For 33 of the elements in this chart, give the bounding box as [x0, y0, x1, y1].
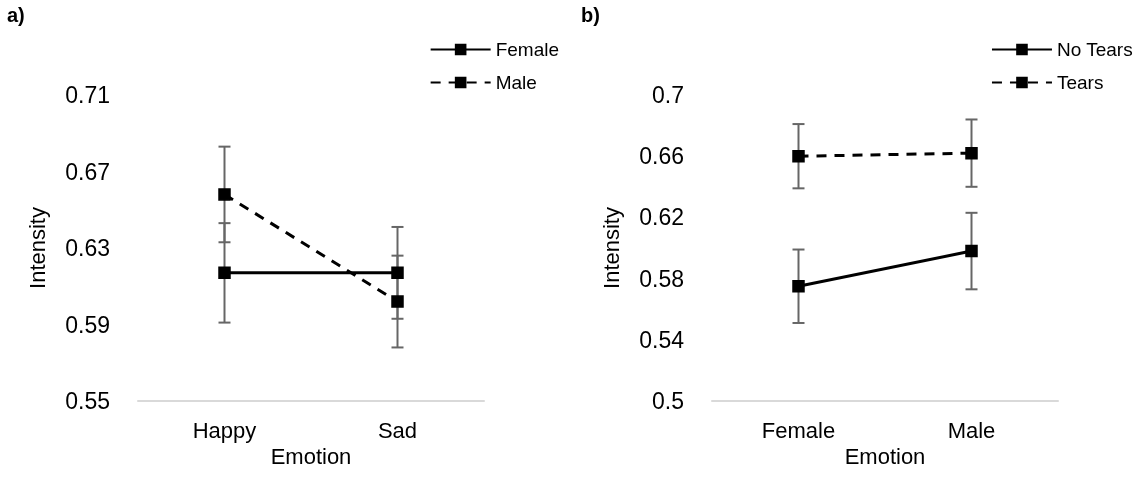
y-tick-label: 0.59: [65, 311, 110, 338]
y-tick-label: 0.54: [639, 326, 685, 353]
x-axis-title: Emotion: [844, 444, 926, 470]
point: [965, 244, 978, 258]
legend-label: Female: [495, 39, 559, 60]
point: [391, 295, 404, 308]
chart-title: a): [7, 4, 25, 26]
y-tick-label: 0.62: [639, 204, 684, 231]
legend-label: No Tears: [1056, 39, 1133, 60]
y-tick-label: 0.67: [65, 158, 110, 185]
y-axis-title: Intensity: [24, 207, 50, 289]
y-tick-label: 0.63: [65, 235, 110, 261]
y-tick-label: 0.7: [652, 82, 684, 108]
legend-label: Tears: [1056, 72, 1104, 93]
x-tick-label: Sad: [377, 417, 418, 443]
y-tick-label: 0.71: [65, 82, 110, 108]
chart-title: b): [581, 4, 600, 26]
x-tick-label: Male: [947, 417, 996, 443]
x-axis-title: Emotion: [270, 444, 352, 470]
x-tick-label: Female: [761, 417, 836, 443]
point: [391, 266, 404, 280]
point: [218, 266, 231, 280]
x-tick-label: Happy: [192, 417, 257, 443]
y-tick-label: 0.66: [639, 143, 684, 170]
point: [965, 146, 978, 160]
y-tick-label: 0.55: [65, 388, 110, 414]
y-tick-label: 0.5: [652, 388, 684, 414]
point: [792, 280, 805, 293]
point: [218, 188, 231, 201]
y-tick-label: 0.58: [639, 265, 684, 292]
point: [792, 149, 805, 163]
y-axis-title: Intensity: [598, 207, 624, 289]
legend-label: Male: [495, 72, 537, 93]
